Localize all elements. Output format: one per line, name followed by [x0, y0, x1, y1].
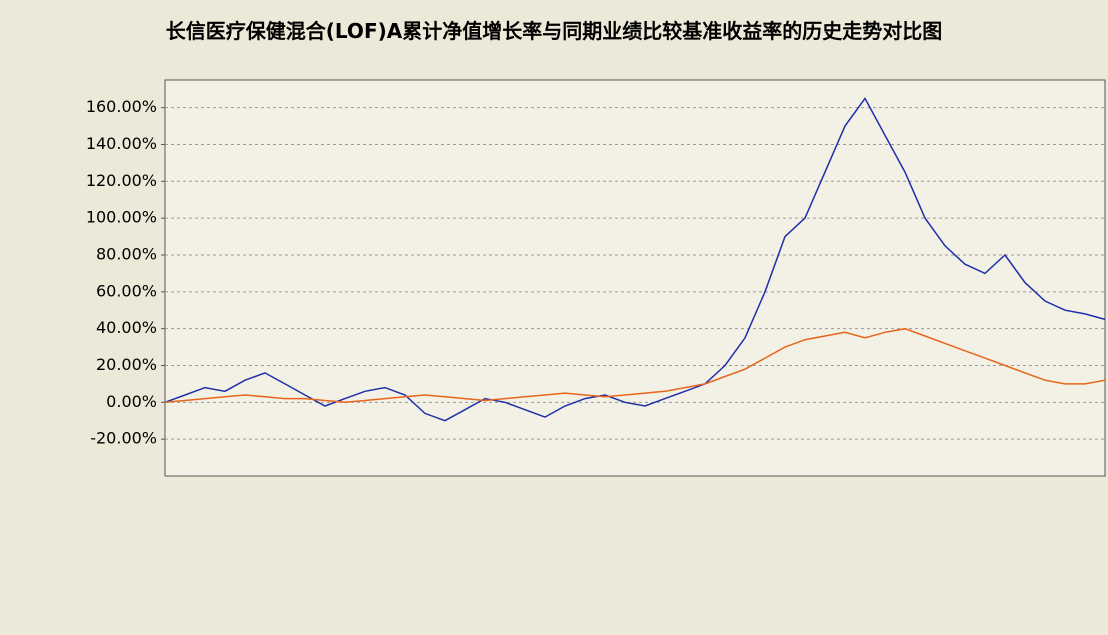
y-tick-label: 120.00%	[86, 171, 157, 190]
y-tick-label: 20.00%	[96, 355, 157, 374]
y-tick-label: 40.00%	[96, 318, 157, 337]
y-tick-label: 80.00%	[96, 244, 157, 263]
y-tick-label: 140.00%	[86, 134, 157, 153]
plot-area	[164, 79, 1106, 477]
y-tick-label: 0.00%	[106, 392, 157, 411]
y-tick-label: 60.00%	[96, 281, 157, 300]
chart-title: 长信医疗保健混合(LOF)A累计净值增长率与同期业绩比较基准收益率的历史走势对比…	[165, 19, 943, 43]
series-line	[164, 327, 1106, 404]
y-tick-label: -20.00%	[90, 429, 157, 448]
y-tick-label: 160.00%	[86, 97, 157, 116]
y-tick-label: 100.00%	[86, 208, 157, 227]
series-line	[164, 96, 1106, 422]
